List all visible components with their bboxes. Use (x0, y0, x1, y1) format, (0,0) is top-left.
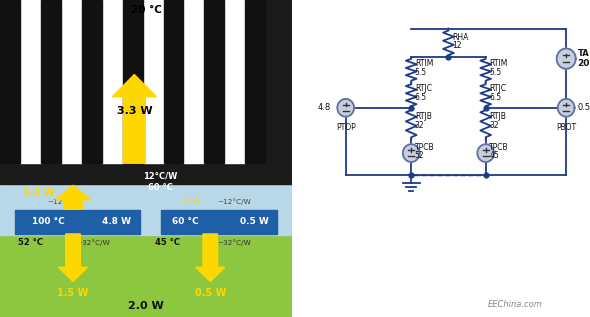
Polygon shape (477, 144, 494, 162)
Text: ~12°C/W: ~12°C/W (47, 198, 81, 205)
Text: 20 °C: 20 °C (130, 5, 162, 15)
FancyArrow shape (55, 185, 90, 209)
Text: RTJC: RTJC (489, 84, 506, 93)
Bar (0, 184, 292, 235)
Bar (160, 210, 277, 234)
Bar (123, 0, 143, 163)
Text: 0.5 W: 0.5 W (240, 217, 268, 226)
Bar (61, 0, 82, 163)
Text: 3.3 W: 3.3 W (24, 188, 55, 198)
Text: 100 °C: 100 °C (32, 217, 65, 226)
Polygon shape (403, 144, 419, 162)
Text: 32: 32 (489, 121, 499, 130)
Polygon shape (556, 49, 576, 69)
Text: RTIM: RTIM (415, 59, 433, 68)
Text: 4.8 W: 4.8 W (103, 217, 132, 226)
Text: 32: 32 (415, 121, 424, 130)
Bar (0, 0, 292, 163)
Bar (41, 0, 61, 163)
Text: 60 °C: 60 °C (148, 183, 173, 191)
Bar (0, 163, 292, 184)
Text: PBOT: PBOT (556, 123, 576, 132)
Bar (101, 0, 123, 163)
Bar (20, 0, 41, 163)
Text: TA: TA (578, 49, 589, 58)
Bar (224, 0, 245, 163)
Text: RTJB: RTJB (489, 112, 506, 121)
Text: 12°C/W: 12°C/W (143, 171, 178, 180)
Text: 5.5: 5.5 (415, 68, 427, 77)
Text: 52: 52 (415, 151, 424, 159)
Polygon shape (337, 99, 354, 117)
Bar (0, 0, 20, 163)
Text: 20: 20 (578, 59, 590, 68)
Text: 0.5: 0.5 (578, 103, 590, 112)
Text: 3.3 W: 3.3 W (117, 106, 152, 116)
Text: 5.5: 5.5 (489, 68, 501, 77)
Text: RTIM: RTIM (489, 59, 507, 68)
Text: 1.5 W: 1.5 W (57, 288, 88, 298)
Text: TPCB: TPCB (489, 144, 509, 152)
Text: PTOP: PTOP (336, 123, 356, 132)
FancyArrow shape (113, 74, 156, 163)
Polygon shape (558, 99, 575, 117)
Text: 4.8: 4.8 (317, 103, 331, 112)
Text: RHA: RHA (452, 33, 468, 42)
FancyArrow shape (58, 234, 88, 281)
Bar (183, 0, 204, 163)
Bar (163, 0, 183, 163)
Bar (143, 0, 163, 163)
Text: 45: 45 (489, 151, 499, 159)
Text: ~32°C/W: ~32°C/W (77, 239, 110, 246)
Text: 60 °C: 60 °C (172, 217, 199, 226)
Text: 0.5 W: 0.5 W (195, 288, 226, 298)
Bar (15, 210, 140, 234)
Text: 2.0 W: 2.0 W (128, 301, 164, 311)
Text: ~0 W: ~0 W (180, 198, 200, 204)
Text: 6.5: 6.5 (415, 93, 427, 102)
Text: TPCB: TPCB (415, 144, 434, 152)
Text: RTJB: RTJB (415, 112, 432, 121)
Bar (245, 0, 265, 163)
Text: ~32°C/W: ~32°C/W (217, 239, 251, 246)
Bar (0, 235, 292, 317)
Text: EEChina.com: EEChina.com (488, 300, 543, 309)
Bar (82, 0, 101, 163)
Text: 6.5: 6.5 (489, 93, 501, 102)
Text: 52 °C: 52 °C (18, 238, 42, 247)
Text: 12: 12 (452, 41, 461, 50)
Text: 45 °C: 45 °C (155, 238, 180, 247)
Bar (204, 0, 224, 163)
FancyArrow shape (196, 234, 225, 281)
Text: ~12°C/W: ~12°C/W (217, 198, 251, 205)
Text: RTJC: RTJC (415, 84, 432, 93)
